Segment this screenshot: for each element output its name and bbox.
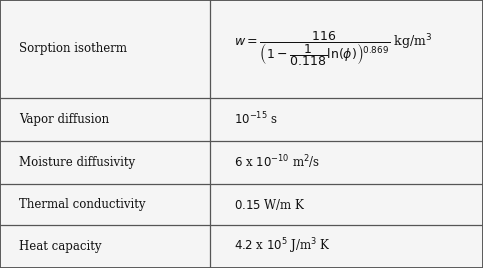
Text: Vapor diffusion: Vapor diffusion [19, 113, 110, 126]
Text: $0.15$ W/m K: $0.15$ W/m K [234, 197, 306, 212]
Text: Moisture diffusivity: Moisture diffusivity [19, 156, 135, 169]
Text: $10^{-15}$ s: $10^{-15}$ s [234, 111, 278, 128]
Text: $4.2$ x $10^{5}$ J/m$^3$ K: $4.2$ x $10^{5}$ J/m$^3$ K [234, 237, 331, 256]
Text: Thermal conductivity: Thermal conductivity [19, 198, 146, 211]
Text: Heat capacity: Heat capacity [19, 240, 102, 253]
Text: $6$ x $10^{-10}$ m$^2$/s: $6$ x $10^{-10}$ m$^2$/s [234, 153, 321, 171]
Text: $w=\dfrac{116}{\left(1-\dfrac{1}{0.118}\ln(\phi)\right)^{0.869}}$ kg/m$^3$: $w=\dfrac{116}{\left(1-\dfrac{1}{0.118}\… [234, 29, 432, 68]
Text: Sorption isotherm: Sorption isotherm [19, 42, 128, 55]
